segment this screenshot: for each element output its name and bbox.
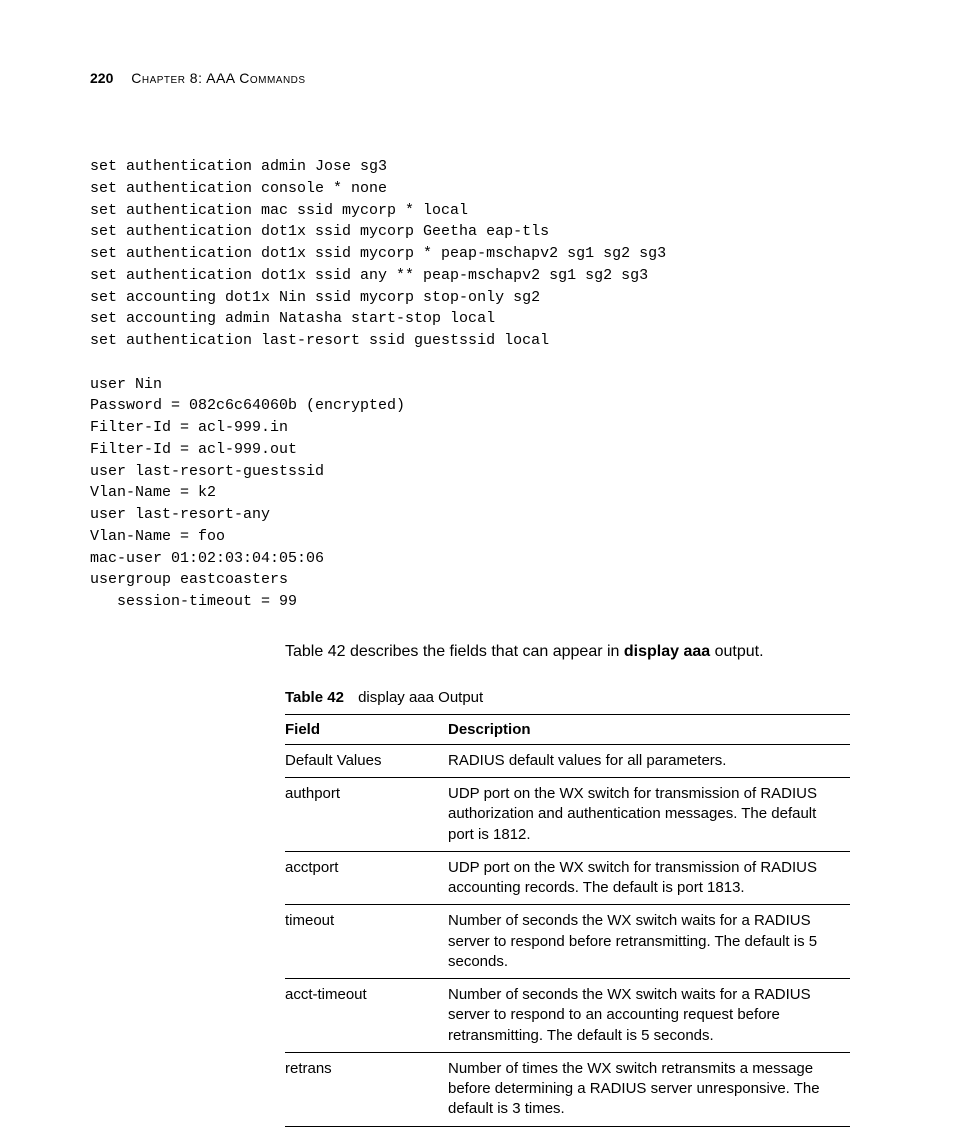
table-caption: Table 42 display aaa Output [285,689,864,706]
description-cell: RADIUS default values for all parameters… [448,744,850,777]
table-caption-plain: display aaa Output [358,689,483,706]
field-cell: retrans [285,1052,448,1126]
main-content: Table 42 describes the fields that can a… [285,643,864,1127]
paragraph-pre: Table 42 describes the fields that can a… [285,643,624,660]
description-cell: UDP port on the WX switch for transmissi… [448,778,850,852]
page-header: 220 Chapter 8: AAA Commands [90,70,864,86]
description-cell: UDP port on the WX switch for transmissi… [448,851,850,905]
field-cell: timeout [285,905,448,979]
intro-paragraph: Table 42 describes the fields that can a… [285,643,864,661]
field-cell: acctport [285,851,448,905]
col-header-field: Field [285,714,448,744]
field-cell: Default Values [285,744,448,777]
page-container: 220 Chapter 8: AAA Commands set authenti… [0,0,954,1145]
field-cell: authport [285,778,448,852]
field-cell: acct-timeout [285,979,448,1053]
description-cell: Number of seconds the WX switch waits fo… [448,905,850,979]
paragraph-post: output. [710,643,763,660]
table-row: timeout Number of seconds the WX switch … [285,905,850,979]
table-header-row: Field Description [285,714,850,744]
output-table: Field Description Default Values RADIUS … [285,714,850,1127]
table-row: acctport UDP port on the WX switch for t… [285,851,850,905]
chapter-label: Chapter 8: AAA Commands [131,70,305,86]
table-caption-bold: Table 42 [285,689,344,706]
table-row: acct-timeout Number of seconds the WX sw… [285,979,850,1053]
table-row: Default Values RADIUS default values for… [285,744,850,777]
description-cell: Number of times the WX switch retransmit… [448,1052,850,1126]
code-block: set authentication admin Jose sg3 set au… [90,156,864,613]
description-cell: Number of seconds the WX switch waits fo… [448,979,850,1053]
table-row: retrans Number of times the WX switch re… [285,1052,850,1126]
page-number: 220 [90,70,113,86]
table-row: authport UDP port on the WX switch for t… [285,778,850,852]
paragraph-bold: display aaa [624,643,710,660]
col-header-description: Description [448,714,850,744]
